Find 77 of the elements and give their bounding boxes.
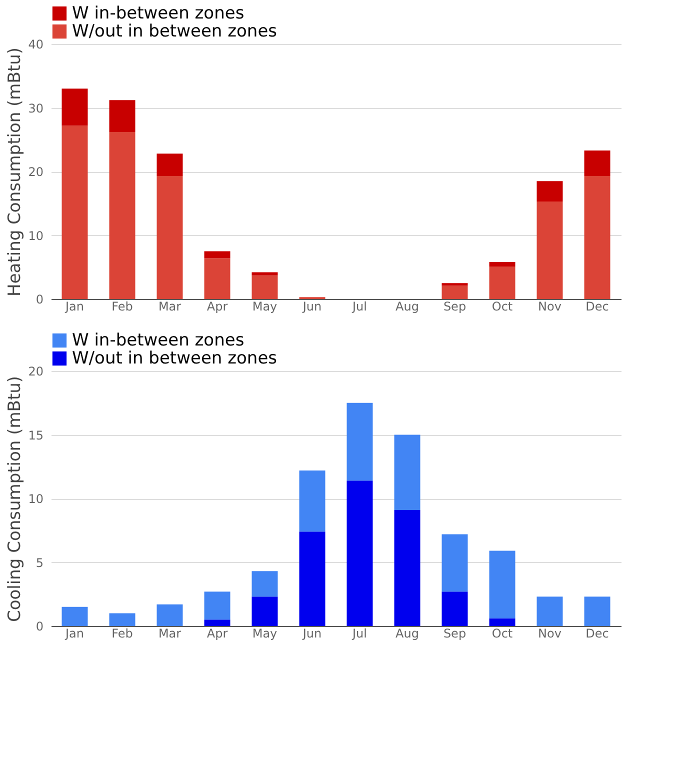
bar	[204, 592, 230, 620]
x-tick-label: Jan	[64, 626, 84, 640]
bar	[204, 251, 230, 258]
bar	[109, 100, 136, 132]
bar	[62, 126, 88, 299]
y-tick-label: 15	[28, 428, 44, 442]
bar	[536, 181, 563, 202]
bar	[156, 604, 183, 626]
bar	[156, 176, 183, 299]
bar	[252, 571, 278, 597]
x-tick-label: Jun	[302, 626, 322, 640]
bar	[584, 176, 610, 299]
bar	[62, 88, 88, 126]
bar	[584, 150, 610, 176]
bar	[346, 480, 373, 626]
y-tick-label: 0	[36, 292, 44, 306]
x-tick-label: Aug	[396, 300, 419, 314]
bar	[62, 606, 88, 626]
bar	[109, 132, 136, 299]
x-tick-label: Sep	[443, 626, 466, 640]
y-tick-label: 30	[28, 101, 44, 116]
bar	[442, 286, 468, 299]
x-tick-label: Jul	[352, 626, 367, 640]
x-tick-label: May	[252, 626, 278, 640]
bar	[536, 596, 563, 626]
x-tick-label: Jul	[352, 300, 367, 314]
bar	[156, 154, 183, 176]
bar	[252, 596, 278, 626]
bar	[299, 532, 326, 626]
y-tick-label: 10	[28, 492, 44, 506]
x-tick-label: Jun	[302, 300, 322, 314]
y-tick-label: 40	[28, 38, 44, 52]
y-tick-label: 5	[36, 556, 44, 570]
y-tick-label: 20	[28, 364, 44, 378]
legend-label: W in-between zones	[72, 4, 244, 24]
bar	[536, 201, 563, 299]
x-tick-label: May	[252, 300, 278, 314]
bar	[394, 434, 420, 510]
bar	[584, 596, 610, 626]
y-tick-label: 0	[36, 620, 44, 634]
x-tick-label: Mar	[158, 300, 182, 314]
bar	[346, 402, 373, 481]
bar	[204, 620, 230, 626]
bar	[442, 592, 468, 626]
x-tick-label: Dec	[586, 626, 609, 640]
x-tick-label: Oct	[492, 300, 513, 314]
bar	[442, 534, 468, 592]
bar	[489, 266, 516, 299]
x-tick-label: Feb	[112, 626, 133, 640]
bar	[394, 510, 420, 626]
bar	[109, 613, 136, 626]
bar	[252, 272, 278, 276]
x-tick-label: Apr	[206, 300, 228, 314]
x-tick-label: Nov	[538, 300, 562, 314]
legend-label: W in-between zones	[72, 330, 244, 350]
bar	[442, 283, 468, 286]
legend-label: W/out in between zones	[72, 348, 278, 368]
x-tick-label: Feb	[112, 300, 133, 314]
bar	[252, 275, 278, 299]
bar	[299, 470, 326, 532]
y-tick-label: 10	[28, 228, 44, 243]
x-tick-label: Sep	[443, 300, 466, 314]
bar	[489, 262, 516, 266]
x-tick-label: Apr	[206, 626, 228, 640]
x-tick-label: Jan	[64, 300, 84, 314]
x-tick-label: Mar	[158, 626, 182, 640]
bar	[489, 550, 516, 618]
bar	[204, 258, 230, 299]
y-axis-title: Cooling Consumption (mBtu)	[5, 376, 26, 622]
x-tick-label: Dec	[586, 300, 609, 314]
y-axis-title: Heating Consumption (mBtu)	[5, 48, 26, 296]
y-tick-label: 20	[28, 165, 44, 179]
x-tick-label: Oct	[492, 626, 513, 640]
x-tick-label: Nov	[538, 626, 562, 640]
bar	[489, 618, 516, 626]
legend-label: W/out in between zones	[72, 22, 278, 42]
x-tick-label: Aug	[396, 626, 419, 640]
